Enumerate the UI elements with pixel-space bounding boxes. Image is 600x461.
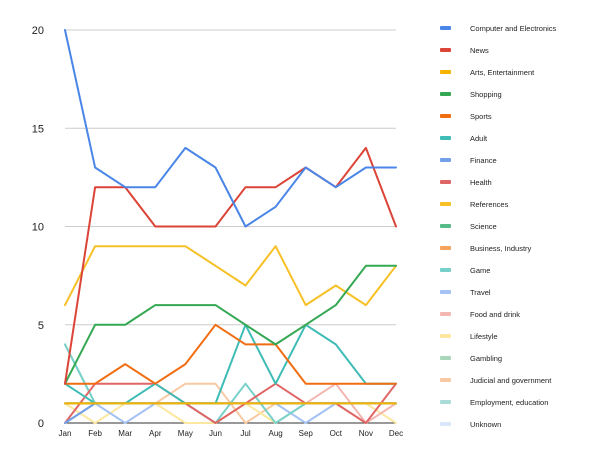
legend-label: Food and drink [470,310,520,319]
series-line-news [64,146,397,385]
legend-item[interactable]: News [440,46,489,55]
legend-item[interactable]: Food and drink [440,310,520,319]
legend-item[interactable]: Gambling [440,354,502,363]
legend-label: Computer and Electronics [470,24,557,33]
x-tick-label: Nov [359,429,373,438]
legend-item[interactable]: Adult [440,134,488,143]
legend-swatch [440,202,451,206]
series-line-computer-and-electronics [64,29,397,228]
legend-swatch [440,136,451,140]
legend-item[interactable]: Employment, education [440,398,548,407]
legend-label: Adult [470,134,488,143]
legend-item[interactable]: Finance [440,156,497,165]
legend-swatch [440,356,451,360]
x-tick-label: Jun [209,429,222,438]
legend-swatch [440,312,451,316]
legend-item[interactable]: Health [440,178,492,187]
legend-item[interactable]: Sports [440,112,492,121]
legend-item[interactable]: Unknown [440,420,501,429]
legend-swatch [440,246,451,250]
legend-swatch [440,114,451,118]
legend-item[interactable]: Computer and Electronics [440,24,557,33]
x-tick-label: Sep [299,429,314,438]
legend-item[interactable]: Lifestyle [440,332,498,341]
y-tick-label: 5 [38,320,44,332]
x-tick-label: Aug [269,429,283,438]
legend-swatch [440,422,451,426]
legend-swatch [440,48,451,52]
x-tick-label: Oct [330,429,343,438]
legend-label: Unknown [470,420,501,429]
series-line-references [64,245,397,307]
legend-label: News [470,46,489,55]
legend-swatch [440,334,451,338]
y-tick-label: 10 [32,222,44,234]
legend-swatch [440,70,451,74]
legend-label: Health [470,178,492,187]
legend-label: References [470,200,509,209]
x-tick-label: Apr [149,429,162,438]
legend: Computer and Electronics News Arts, Entert… [440,24,557,429]
legend-swatch [440,158,451,162]
legend-item[interactable]: Business, Industry [440,244,532,253]
legend-item[interactable]: Shopping [440,90,502,99]
legend-swatch [440,290,451,294]
legend-item[interactable]: Game [440,266,490,275]
legend-label: Shopping [470,90,502,99]
legend-item[interactable]: Arts, Entertainment [440,68,535,77]
legend-swatch [440,92,451,96]
series-line-health [64,382,397,424]
legend-swatch [440,180,451,184]
x-tick-label: Mar [118,429,132,438]
y-tick-label: 20 [32,25,44,37]
legend-label: Science [470,222,497,231]
y-tick-label: 15 [32,123,44,135]
legend-item[interactable]: Travel [440,288,491,297]
x-tick-label: Jan [59,429,72,438]
x-axis: Jan Feb Mar Apr May Jun Jul Aug Sep Oct Nov Dec [59,429,404,438]
legend-label: Arts, Entertainment [470,68,535,77]
legend-swatch [440,224,451,228]
legend-label: Finance [470,156,497,165]
legend-label: Gambling [470,354,502,363]
legend-swatch [440,268,451,272]
legend-label: Judicial and government [470,376,552,385]
series-lines [64,29,397,424]
y-tick-label: 0 [38,418,44,430]
legend-swatch [440,400,451,404]
series-line-sports [64,323,397,385]
series-line-adult [64,323,397,405]
legend-label: Travel [470,288,491,297]
legend-swatch [440,26,451,30]
legend-label: Business, Industry [470,244,532,253]
x-tick-label: Dec [389,429,403,438]
series-line-gambling [64,343,397,405]
legend-label: Employment, education [470,398,548,407]
series-line-shopping [64,264,397,385]
legend-item[interactable]: References [440,200,509,209]
legend-item[interactable]: Judicial and government [440,376,552,385]
legend-item[interactable]: Science [440,222,497,231]
legend-label: Lifestyle [470,332,498,341]
x-tick-label: May [178,429,193,438]
y-axis: 0 5 10 15 20 [32,25,44,430]
legend-label: Game [470,266,490,275]
x-tick-label: Jul [240,429,250,438]
legend-label: Sports [470,112,492,121]
x-tick-label: Feb [88,429,102,438]
legend-swatch [440,378,451,382]
